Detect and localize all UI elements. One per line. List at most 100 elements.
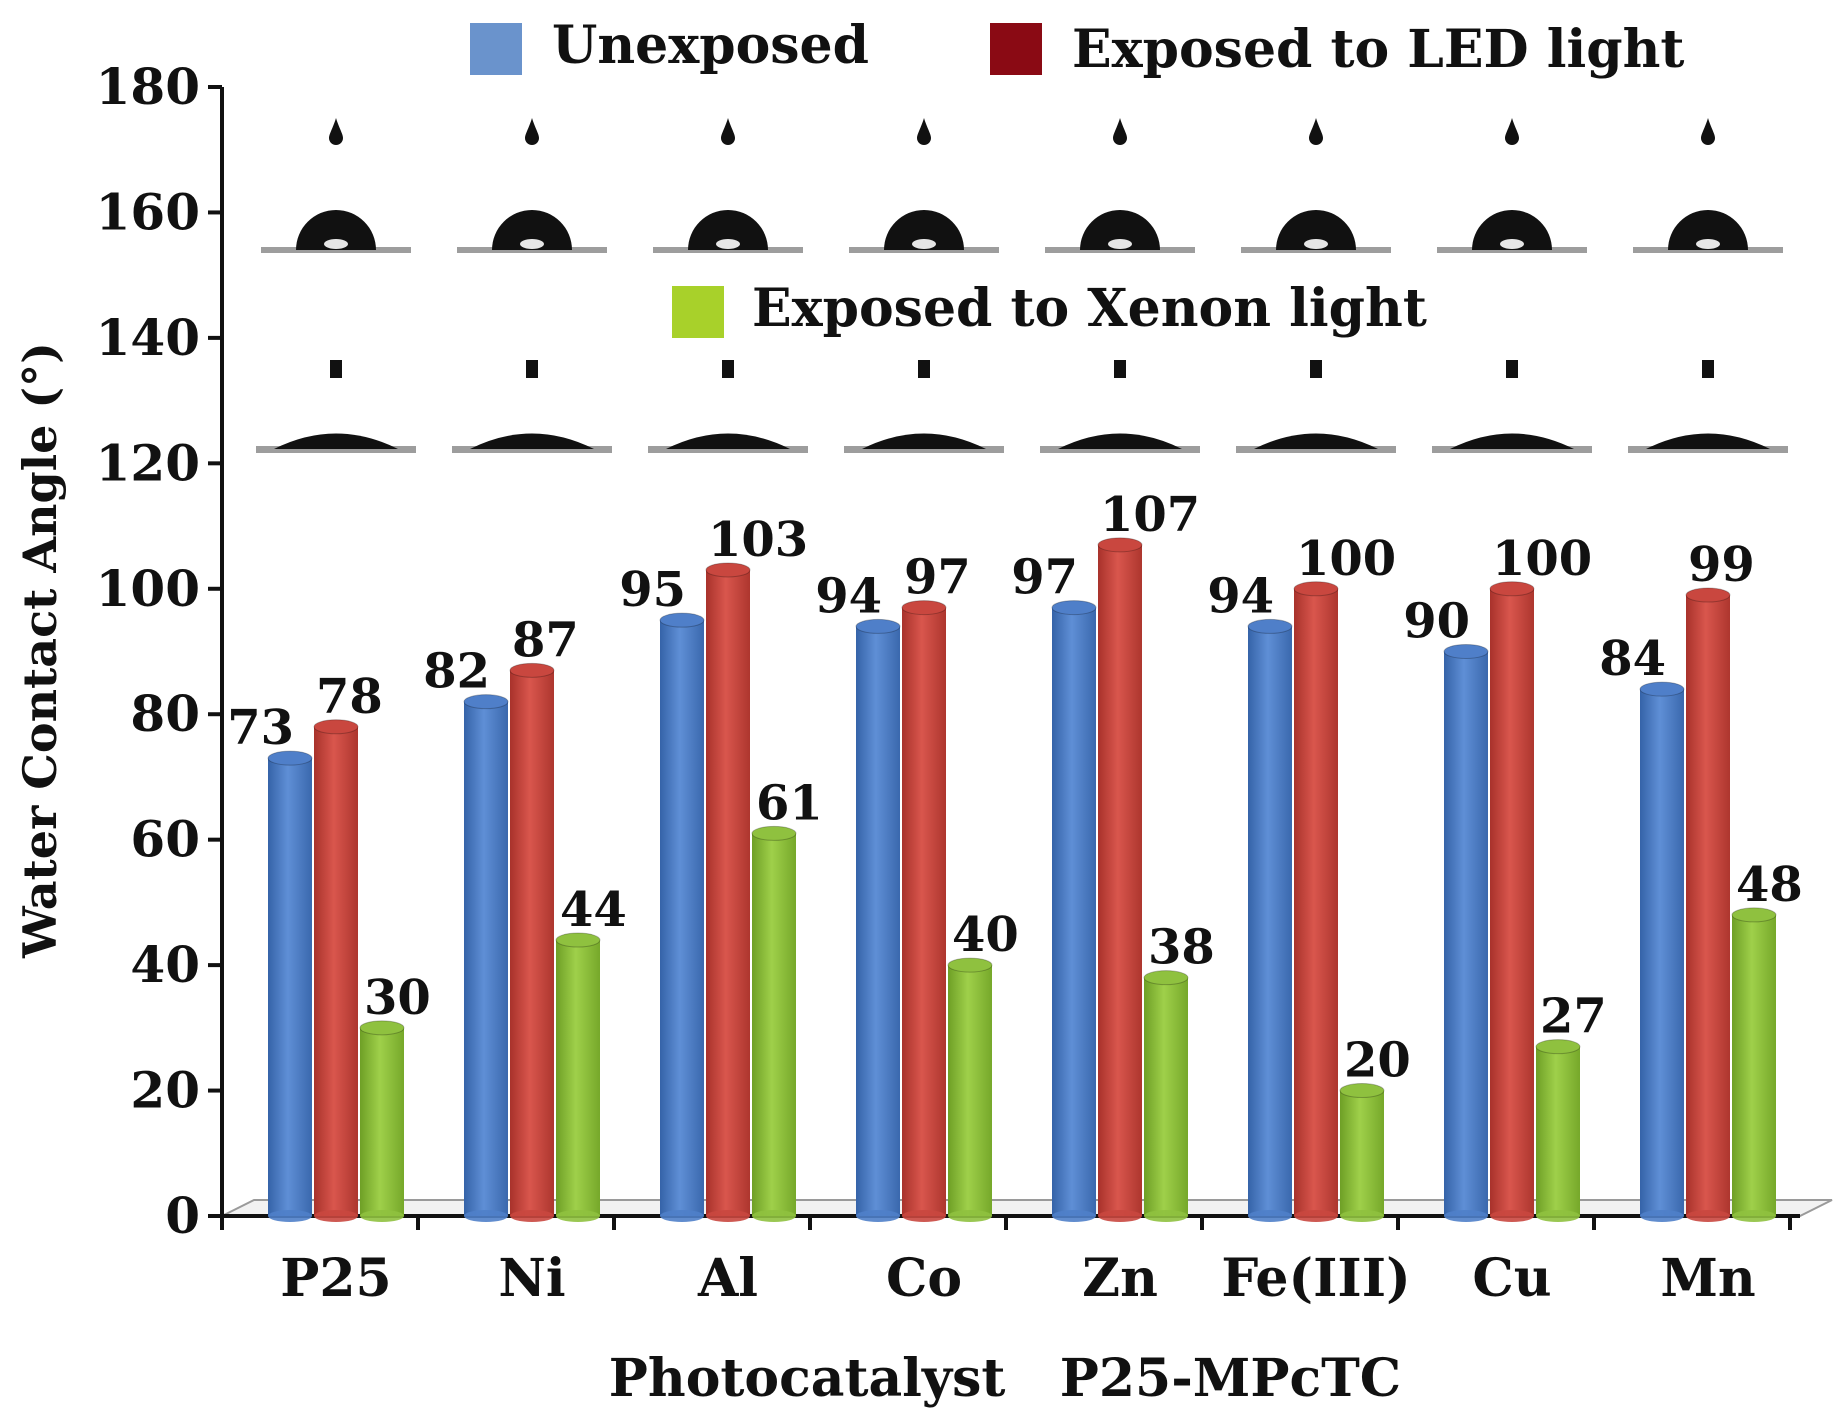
data-labels: 73 82 95 94 97 94 90 84 78 87 103 97 107 100 100 99 30 44… bbox=[227, 487, 1803, 1089]
y-tick-label: 180 bbox=[96, 57, 200, 116]
bar bbox=[463, 694, 509, 1222]
legend-label: Unexposed bbox=[552, 15, 869, 76]
data-label: 82 bbox=[423, 644, 490, 700]
data-label: 84 bbox=[1599, 631, 1666, 687]
x-axis: P25 Ni Al Co Zn Fe(III) Cu Mn bbox=[220, 1214, 1800, 1309]
data-label: 87 bbox=[512, 612, 579, 668]
bar bbox=[901, 600, 947, 1222]
x-tick-label: Al bbox=[697, 1248, 758, 1309]
droplet-unexposed bbox=[457, 118, 607, 253]
y-tick-label: 100 bbox=[96, 559, 200, 618]
bar bbox=[1293, 581, 1339, 1222]
y-tick-label: 140 bbox=[96, 308, 200, 367]
y-tick-label: 40 bbox=[130, 935, 200, 994]
bar bbox=[1731, 907, 1777, 1222]
y-tick-label: 20 bbox=[130, 1061, 200, 1120]
x-tick-label: Zn bbox=[1082, 1248, 1158, 1309]
droplet-exposed bbox=[452, 360, 612, 453]
droplet-unexposed bbox=[261, 118, 411, 253]
bar bbox=[1639, 681, 1685, 1222]
legend-swatch bbox=[990, 23, 1042, 75]
data-label: 97 bbox=[1011, 550, 1078, 606]
droplet-exposed bbox=[1432, 360, 1592, 453]
data-label: 40 bbox=[952, 907, 1019, 963]
bar bbox=[1097, 537, 1143, 1222]
legend-item: Exposed to Xenon light bbox=[672, 278, 1427, 339]
bar bbox=[267, 750, 313, 1222]
droplet-images bbox=[256, 118, 1788, 453]
x-tick-label: Mn bbox=[1660, 1248, 1755, 1309]
chart-floor bbox=[221, 1199, 1833, 1217]
data-label: 95 bbox=[619, 562, 686, 618]
y-tick-label: 80 bbox=[130, 684, 200, 743]
data-label: 30 bbox=[364, 970, 431, 1026]
data-label: 100 bbox=[1296, 531, 1396, 587]
data-label: 27 bbox=[1540, 989, 1607, 1045]
bar bbox=[555, 932, 601, 1222]
y-axis-label: Water Contact Angle (°) bbox=[13, 342, 67, 959]
bar bbox=[1489, 581, 1535, 1222]
data-label: 94 bbox=[815, 568, 882, 624]
bar bbox=[659, 612, 705, 1222]
data-label: 99 bbox=[1688, 537, 1755, 593]
legend-item: Exposed to LED light bbox=[990, 19, 1684, 80]
legend: Unexposed Exposed to LED light Exposed to … bbox=[470, 15, 1684, 339]
x-tick-label: P25 bbox=[280, 1248, 391, 1309]
bar bbox=[855, 618, 901, 1222]
droplet-exposed bbox=[844, 360, 1004, 453]
data-label: 48 bbox=[1736, 857, 1803, 913]
bar bbox=[1051, 600, 1097, 1222]
droplet-exposed bbox=[1628, 360, 1788, 453]
bar bbox=[1443, 644, 1489, 1222]
data-label: 44 bbox=[560, 882, 627, 938]
bar bbox=[1247, 618, 1293, 1222]
droplet-unexposed bbox=[653, 118, 803, 253]
x-tick-label: Cu bbox=[1472, 1248, 1551, 1309]
bar bbox=[1685, 587, 1731, 1222]
droplet-unexposed bbox=[1437, 118, 1587, 253]
y-tick-label: 60 bbox=[130, 810, 200, 869]
data-label: 73 bbox=[227, 700, 294, 756]
y-tick-label: 0 bbox=[165, 1186, 200, 1245]
x-tick-label: Co bbox=[886, 1248, 962, 1309]
droplet-unexposed bbox=[849, 118, 999, 253]
bar bbox=[359, 1020, 405, 1222]
legend-item: Unexposed bbox=[470, 15, 869, 76]
bar bbox=[1143, 970, 1189, 1222]
data-label: 94 bbox=[1207, 568, 1274, 624]
data-label: 78 bbox=[316, 669, 383, 725]
droplet-unexposed bbox=[1633, 118, 1783, 253]
data-label: 103 bbox=[708, 512, 808, 568]
data-label: 61 bbox=[756, 775, 823, 831]
droplet-exposed bbox=[256, 360, 416, 453]
data-label: 38 bbox=[1148, 920, 1215, 976]
floor-plane bbox=[221, 1199, 1833, 1217]
data-label: 97 bbox=[904, 550, 971, 606]
legend-swatch bbox=[672, 286, 724, 338]
bar bbox=[509, 662, 555, 1222]
legend-label: Exposed to LED light bbox=[1072, 19, 1684, 80]
y-tick-label: 160 bbox=[96, 182, 200, 241]
x-tick-label: Fe(III) bbox=[1221, 1248, 1410, 1309]
droplet-unexposed bbox=[1241, 118, 1391, 253]
droplet-exposed bbox=[1040, 360, 1200, 453]
bars bbox=[267, 537, 1777, 1222]
data-label: 100 bbox=[1492, 531, 1592, 587]
data-label: 107 bbox=[1100, 487, 1200, 543]
x-axis-label: Photocatalyst P25-MPcTC bbox=[609, 1348, 1401, 1409]
bar bbox=[313, 719, 359, 1222]
droplet-exposed bbox=[648, 360, 808, 453]
x-tick-label: Ni bbox=[498, 1248, 565, 1309]
data-label: 90 bbox=[1403, 594, 1470, 650]
bar bbox=[1535, 1039, 1581, 1222]
droplet-exposed bbox=[1236, 360, 1396, 453]
y-tick-label: 120 bbox=[96, 433, 200, 492]
legend-label: Exposed to Xenon light bbox=[752, 278, 1427, 339]
droplet-unexposed bbox=[1045, 118, 1195, 253]
y-axis: 0 20 40 60 80 100 120 140 160 180 bbox=[96, 57, 224, 1245]
data-label: 20 bbox=[1344, 1033, 1411, 1089]
bar bbox=[947, 957, 993, 1222]
bar bbox=[1339, 1083, 1385, 1222]
bar bbox=[751, 825, 797, 1222]
